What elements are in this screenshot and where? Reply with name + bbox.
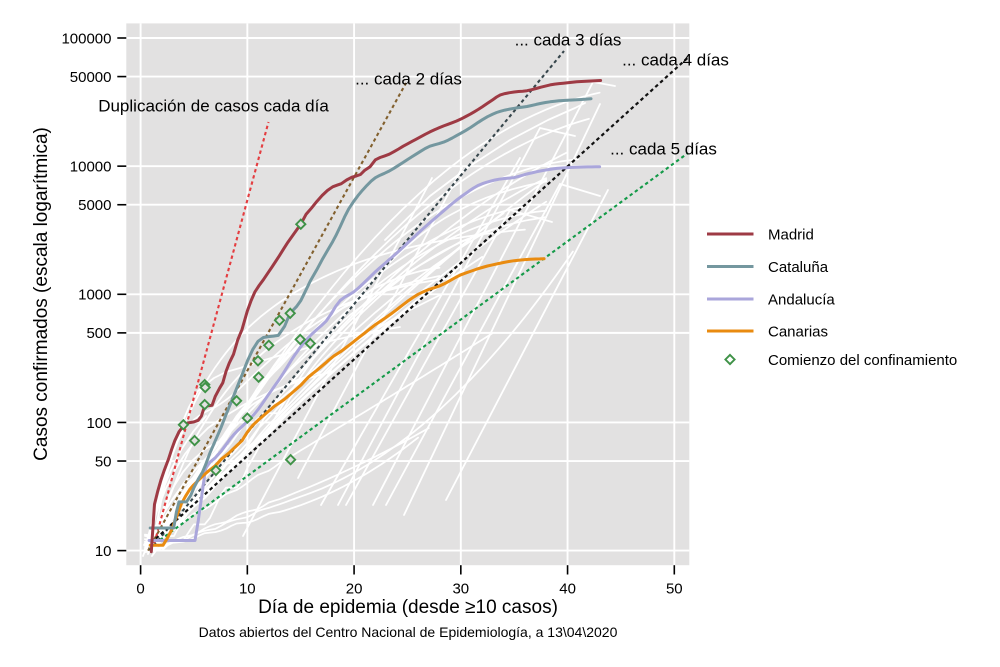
- svg-text:30: 30: [452, 581, 469, 598]
- svg-text:Día de epidemia (desde ≥10 cas: Día de epidemia (desde ≥10 casos): [258, 597, 558, 618]
- svg-text:100000: 100000: [61, 30, 111, 47]
- svg-text:0: 0: [136, 581, 144, 598]
- svg-text:Duplicación de casos cada día: Duplicación de casos cada día: [98, 97, 329, 116]
- svg-text:10000: 10000: [70, 158, 112, 175]
- svg-text:Canarias: Canarias: [768, 323, 828, 340]
- svg-text:10: 10: [239, 581, 256, 598]
- svg-text:100: 100: [86, 415, 111, 432]
- svg-text:... cada 2 días: ... cada 2 días: [355, 70, 462, 89]
- svg-text:5000: 5000: [78, 197, 111, 214]
- svg-text:Comienzo del confinamiento: Comienzo del confinamiento: [768, 352, 957, 369]
- svg-text:50: 50: [666, 581, 683, 598]
- svg-text:Casos confirmados (escala loga: Casos confirmados (escala logarítmica): [31, 127, 52, 461]
- svg-text:40: 40: [559, 581, 576, 598]
- svg-text:10: 10: [95, 543, 112, 560]
- svg-text:Madrid: Madrid: [768, 226, 814, 243]
- svg-text:50000: 50000: [70, 69, 112, 86]
- svg-text:... cada 4 días: ... cada 4 días: [622, 51, 729, 70]
- svg-text:500: 500: [86, 325, 111, 342]
- svg-text:Andalucía: Andalucía: [768, 291, 835, 308]
- svg-text:... cada 3 días: ... cada 3 días: [515, 31, 622, 50]
- svg-text:Datos abiertos del Centro Naci: Datos abiertos del Centro Nacional de Ep…: [199, 624, 618, 640]
- svg-text:Cataluña: Cataluña: [768, 259, 829, 276]
- svg-text:20: 20: [346, 581, 363, 598]
- svg-text:1000: 1000: [78, 287, 111, 304]
- svg-text:... cada 5 días: ... cada 5 días: [610, 140, 717, 159]
- svg-text:50: 50: [95, 453, 112, 470]
